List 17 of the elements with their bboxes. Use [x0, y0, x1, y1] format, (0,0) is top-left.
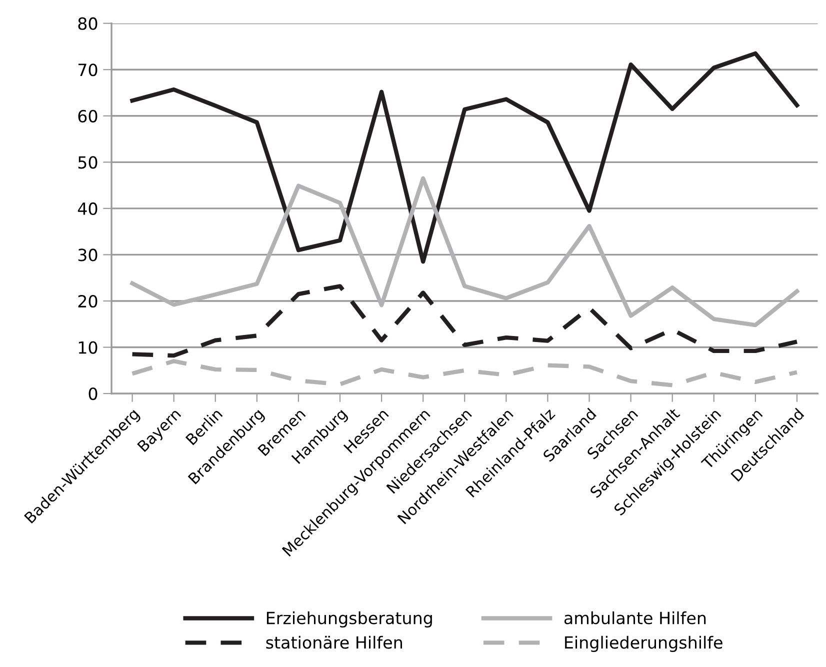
legend-label: ambulante Hilfen [564, 611, 706, 624]
y-tick-label: 50 [78, 156, 98, 169]
legend-label: Erziehungsberatung [266, 611, 432, 628]
line-series [130, 176, 800, 328]
line-series [130, 359, 800, 388]
line-series [130, 284, 800, 358]
y-tick-label: 70 [78, 64, 98, 76]
y-tick-label: 40 [78, 202, 98, 216]
y-tick-label: 0 [88, 387, 98, 400]
y-tick-label: 80 [78, 17, 98, 30]
y-tick-label: 10 [78, 341, 98, 354]
legend-label: Eingliederungshilfe [565, 636, 722, 652]
y-tick-label: 60 [78, 110, 98, 122]
legend-label: stationäre Hilfen [266, 636, 402, 649]
y-tick-label: 30 [78, 248, 98, 262]
line-series [130, 51, 800, 264]
y-tick-label: 20 [78, 294, 98, 308]
